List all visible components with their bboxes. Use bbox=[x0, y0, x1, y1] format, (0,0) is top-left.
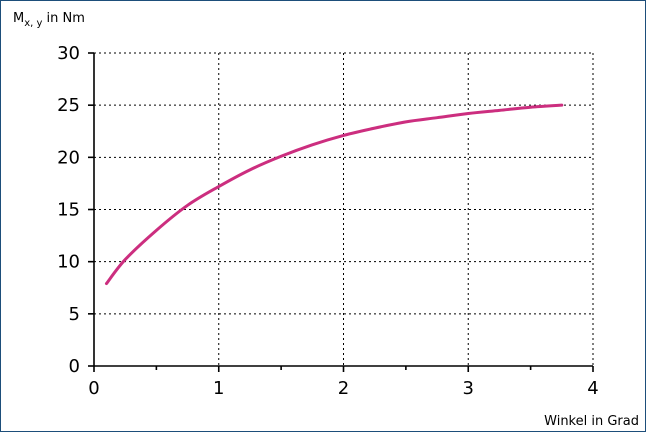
x-tick-label-1: 1 bbox=[213, 378, 224, 399]
series-line-0 bbox=[104, 103, 564, 286]
y-axis-label-subscript: x, y bbox=[24, 18, 42, 29]
axes bbox=[88, 52, 594, 372]
y-axis-label: Mx, y in Nm bbox=[13, 11, 85, 29]
x-tick-label-3: 3 bbox=[463, 378, 474, 399]
y-tick-label-25: 25 bbox=[57, 95, 80, 116]
x-axis-label: Winkel in Grad bbox=[544, 414, 639, 429]
y-tick-label-0: 0 bbox=[69, 356, 80, 377]
x-tick-label-2: 2 bbox=[338, 378, 349, 399]
series bbox=[104, 103, 564, 286]
y-tick-label-15: 15 bbox=[57, 200, 80, 221]
y-tick-label-10: 10 bbox=[57, 252, 80, 273]
x-tick-label-0: 0 bbox=[88, 378, 99, 399]
y-axis-label-unit: in Nm bbox=[42, 11, 85, 26]
grid bbox=[94, 52, 594, 366]
y-axis-label-main: M bbox=[13, 11, 24, 26]
y-tick-label-5: 5 bbox=[69, 304, 80, 325]
y-tick-label-30: 30 bbox=[57, 43, 80, 64]
y-tick-label-20: 20 bbox=[57, 147, 80, 168]
x-tick-label-4: 4 bbox=[587, 378, 598, 399]
tick-labels: 0 5 10 15 20 25 30 0 1 2 3 4 bbox=[57, 43, 599, 399]
